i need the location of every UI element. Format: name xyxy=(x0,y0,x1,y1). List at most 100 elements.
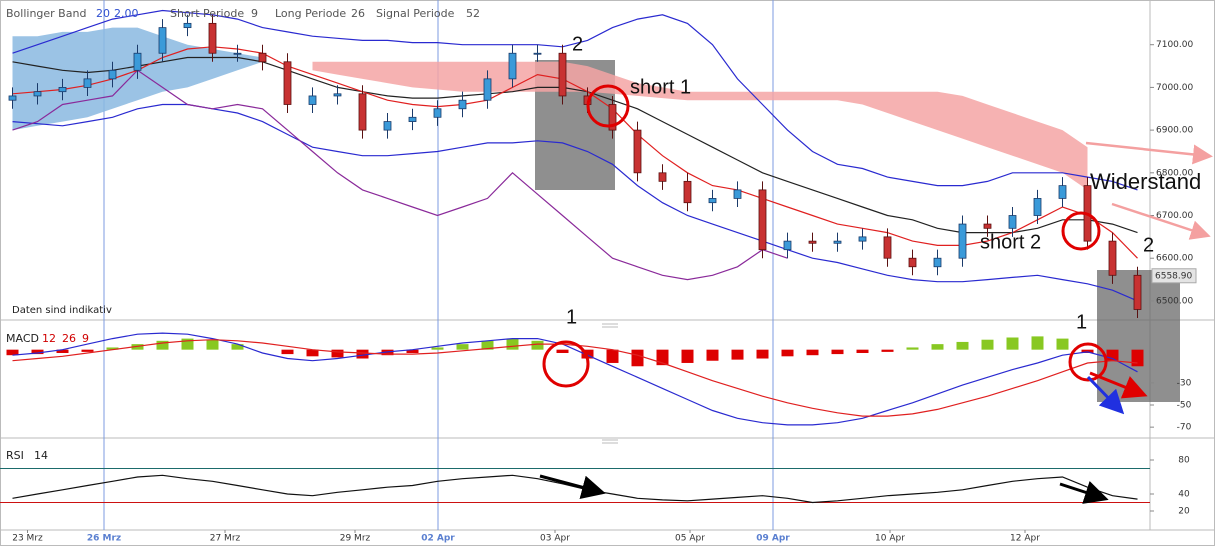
candle-body xyxy=(558,52,567,97)
candle-body xyxy=(608,104,617,131)
panel-param: 9 xyxy=(82,332,89,345)
candle-body xyxy=(758,189,767,251)
histogram-bar xyxy=(931,344,944,350)
candle-body xyxy=(508,52,517,80)
histogram-bar xyxy=(506,338,519,350)
annotation: Widerstand xyxy=(1090,169,1201,194)
indicator-line xyxy=(12,69,788,281)
candle-body xyxy=(1108,240,1117,276)
last-price-label: 6558.90 xyxy=(1155,271,1192,281)
highlight-circle xyxy=(586,84,630,128)
y-tick-label: 6500.00 xyxy=(1156,296,1193,306)
histogram-bar xyxy=(706,349,719,361)
candle-body xyxy=(458,99,467,110)
histogram-bar xyxy=(1106,349,1119,361)
histogram-bar xyxy=(306,349,319,357)
candle-body xyxy=(1033,198,1042,216)
candle-body xyxy=(658,172,667,182)
arrow xyxy=(1089,371,1148,399)
annotation: 1 xyxy=(566,306,577,328)
candle-body xyxy=(433,108,442,118)
y-tick-label: 7000.00 xyxy=(1156,83,1193,93)
histogram-bar xyxy=(781,349,794,357)
x-tick-label: 26 Mrz xyxy=(87,534,121,544)
candle-body xyxy=(308,95,317,105)
candle-body xyxy=(1008,215,1017,229)
candle-body xyxy=(183,22,192,29)
candle-body xyxy=(833,240,842,244)
annotation: short 1 xyxy=(630,76,691,98)
histogram-bar xyxy=(756,349,769,359)
indicator-line xyxy=(12,46,1138,259)
candle-body xyxy=(908,257,917,268)
legend-label: Signal Periode xyxy=(376,7,455,20)
indicator-line xyxy=(12,56,1138,234)
histogram-bar xyxy=(431,347,444,350)
histogram-bar xyxy=(831,349,844,355)
y-tick-label: -70 xyxy=(1177,423,1192,433)
histogram-bar xyxy=(981,339,994,350)
candle-body xyxy=(133,52,142,71)
indicator-line xyxy=(12,9,1138,191)
x-tick-label: 12 Apr xyxy=(1010,534,1040,544)
candle-body xyxy=(633,129,642,174)
y-tick-label: -50 xyxy=(1177,401,1192,411)
x-tick-label: 05 Apr xyxy=(675,534,705,544)
x-tick-label: 03 Apr xyxy=(540,534,570,544)
x-tick-label: 02 Apr xyxy=(421,534,455,544)
histogram-bar xyxy=(281,349,294,355)
panel-label: MACD xyxy=(6,332,39,345)
y-tick-label: -30 xyxy=(1177,378,1192,388)
candle-body xyxy=(83,78,92,88)
arrow xyxy=(1059,481,1109,504)
axes: 23 Mrz 26 Mrz 27 Mrz 29 Mrz 02 Apr 03 Apr 05 A… xyxy=(12,40,1197,544)
histogram-bar xyxy=(231,344,244,350)
histogram-bar xyxy=(106,347,119,350)
histogram-bar xyxy=(1006,337,1019,350)
indicator-line xyxy=(12,339,1138,417)
histogram-bar xyxy=(481,340,494,350)
y-tick-label: 6600.00 xyxy=(1156,254,1193,264)
histogram-bar xyxy=(581,349,594,359)
rsi-line xyxy=(12,474,1138,504)
candle-body xyxy=(958,223,967,259)
candle-body xyxy=(108,69,117,80)
histogram-bar xyxy=(1131,349,1144,367)
panel-param: 12 xyxy=(42,332,56,345)
legend-param: 2.00 xyxy=(114,7,139,20)
histogram-bar xyxy=(331,349,344,358)
candle-body xyxy=(358,93,367,131)
candle-body xyxy=(883,236,892,259)
last-price-box xyxy=(1151,268,1197,284)
histogram-bar xyxy=(456,344,469,350)
annotation: short 2 xyxy=(980,231,1041,253)
histogram-bar xyxy=(406,349,419,353)
annotation: 2 xyxy=(572,33,583,55)
y-tick-label: 7100.00 xyxy=(1156,40,1193,50)
panel-param: 26 xyxy=(62,332,76,345)
x-tick-label: 10 Apr xyxy=(875,534,905,544)
histogram-bar xyxy=(731,349,744,360)
cloud-area xyxy=(312,61,1088,190)
candle-body xyxy=(858,236,867,242)
legend-param: 26 xyxy=(351,7,365,20)
histogram-bar xyxy=(1031,336,1044,350)
histogram-bar xyxy=(681,349,694,363)
candle-body xyxy=(1058,185,1067,199)
highlight-circle xyxy=(1061,211,1101,251)
candle-body xyxy=(158,27,167,54)
arrow xyxy=(1086,375,1125,415)
candle-body xyxy=(708,198,717,204)
histogram-bar xyxy=(856,349,869,353)
candle-body xyxy=(208,22,217,54)
highlight-circle xyxy=(1068,342,1108,382)
histogram-bar xyxy=(206,339,219,350)
y-tick-label: 6700.00 xyxy=(1156,211,1193,221)
y-tick-label: 6900.00 xyxy=(1156,126,1193,136)
candle-body xyxy=(1133,274,1142,310)
histogram-bar xyxy=(806,349,819,356)
histogram-bar xyxy=(156,340,169,350)
annotation: 2 xyxy=(1143,234,1154,256)
histogram-bar xyxy=(531,340,544,350)
legend-param: 20 xyxy=(96,7,110,20)
